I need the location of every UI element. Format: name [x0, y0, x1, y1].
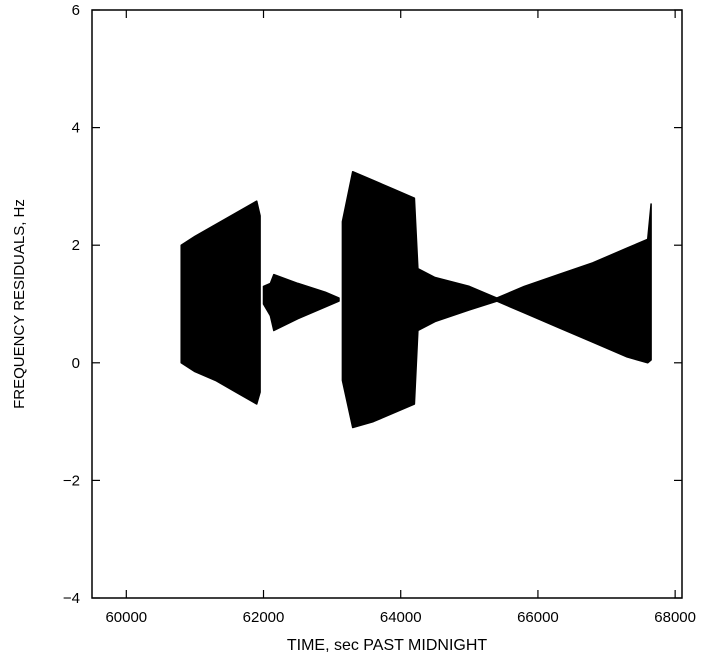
x-axis-label: TIME, sec PAST MIDNIGHT [287, 637, 488, 654]
x-tick-label: 66000 [517, 609, 559, 626]
y-tick-label: −4 [63, 590, 80, 607]
y-tick-label: 2 [72, 237, 80, 254]
y-tick-label: −2 [63, 472, 80, 489]
residual-envelopes [180, 170, 652, 429]
x-tick-label: 60000 [105, 609, 147, 626]
y-tick-label: 0 [72, 355, 80, 372]
residual-envelope-4 [496, 203, 652, 364]
residual-envelope-1 [180, 200, 261, 405]
x-tick-label: 68000 [654, 609, 696, 626]
x-tick-label: 62000 [243, 609, 285, 626]
residual-envelope-3 [341, 170, 498, 429]
tick-labels: 60000 62000 64000 66000 68000 −4 −2 0 2 4 6 [63, 2, 696, 626]
axis-ticks [92, 9, 682, 599]
residual-envelope-2 [262, 273, 340, 332]
y-tick-label: 4 [72, 120, 80, 137]
plot-frame [91, 9, 683, 599]
y-tick-label: 6 [72, 2, 80, 19]
x-tick-label: 64000 [380, 609, 422, 626]
y-axis-label: FREQUENCY RESIDUALS, Hz [11, 199, 28, 409]
